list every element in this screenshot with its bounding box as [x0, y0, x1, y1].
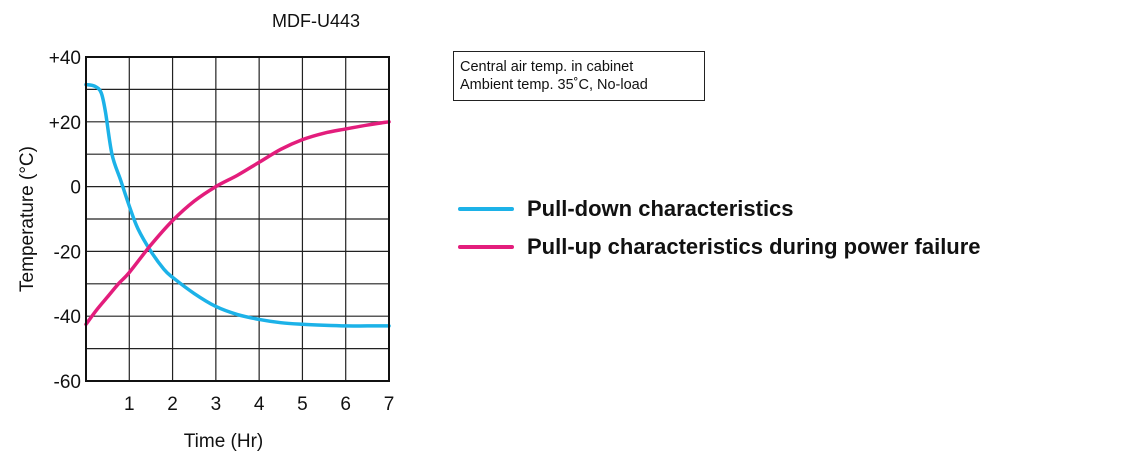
- series-line-pull-down: [84, 82, 391, 328]
- legend-label: Pull-up characteristics during power fai…: [527, 234, 981, 259]
- annotation-box: Central air temp. in cabinet Ambient tem…: [453, 51, 705, 101]
- x-tick-label: 4: [254, 394, 265, 415]
- y-tick-label: +40: [49, 48, 81, 69]
- y-tick-label: +20: [49, 113, 81, 134]
- x-tick-labels: 1 2 3 4 5 6 7: [124, 394, 394, 415]
- legend-item-pull-up: Pull-up characteristics during power fai…: [458, 228, 981, 266]
- series-line-pull-up: [84, 120, 391, 327]
- plot-series: [84, 82, 391, 328]
- x-tick-label: 6: [340, 394, 351, 415]
- annotation-line: Central air temp. in cabinet: [460, 59, 634, 75]
- legend-swatch: [458, 245, 514, 249]
- plot-grid: [86, 57, 389, 381]
- legend: Pull-down characteristics Pull-up charac…: [458, 190, 981, 266]
- annotation-line: Ambient temp. 35˚C, No-load: [460, 77, 648, 93]
- y-tick-label: 0: [70, 178, 81, 199]
- y-tick-label: -40: [54, 307, 81, 328]
- y-tick-label: -60: [54, 372, 81, 393]
- y-tick-labels: +40 +20 0 -20 -40 -60: [49, 48, 81, 393]
- y-tick-label: -20: [54, 242, 81, 263]
- y-axis-label: Temperature (°C): [17, 146, 38, 292]
- legend-item-pull-down: Pull-down characteristics: [458, 190, 981, 228]
- legend-label: Pull-down characteristics: [527, 196, 794, 221]
- legend-swatch: [458, 207, 514, 211]
- x-tick-label: 1: [124, 394, 135, 415]
- x-tick-label: 2: [167, 394, 178, 415]
- x-tick-label: 3: [211, 394, 222, 415]
- x-tick-label: 7: [384, 394, 395, 415]
- chart-title: MDF-U443: [272, 11, 360, 31]
- x-axis-label: Time (Hr): [184, 431, 264, 452]
- x-tick-label: 5: [297, 394, 308, 415]
- plot-frame: [85, 56, 390, 382]
